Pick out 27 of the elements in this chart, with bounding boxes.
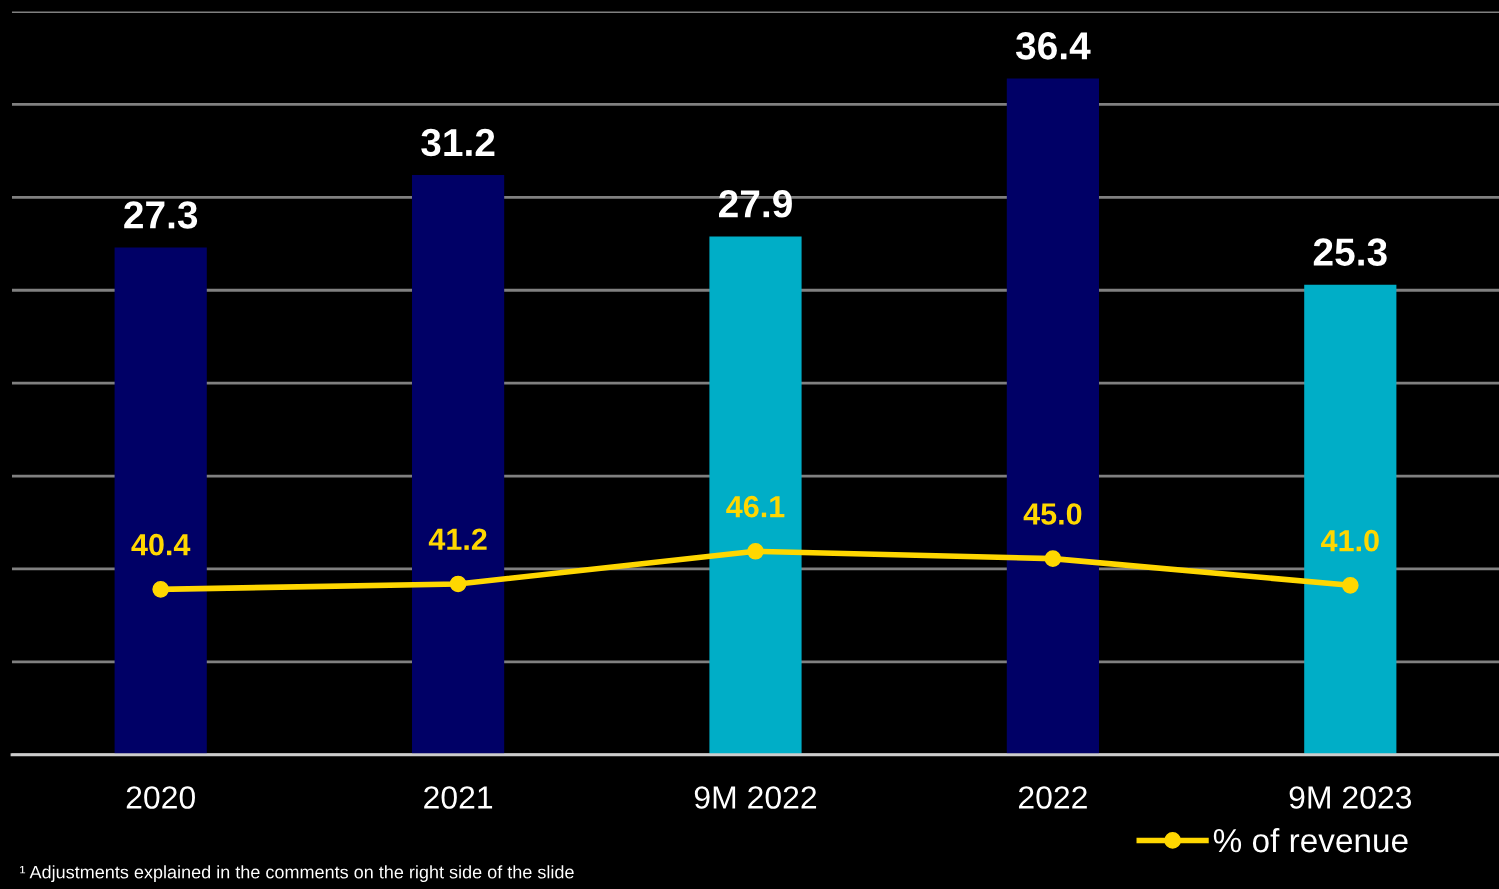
data-label: 46.1 bbox=[726, 495, 785, 518]
bar bbox=[114, 247, 207, 755]
data-label: 40.4 bbox=[131, 533, 191, 556]
bar bbox=[412, 175, 505, 755]
data-label: 36.4 bbox=[1015, 32, 1091, 60]
bar bbox=[1304, 284, 1397, 755]
data-label: 27.9 bbox=[719, 190, 792, 218]
text: ¹ Adjustments explained in the comments on the right side of the slide bbox=[20, 865, 574, 883]
x-tick-label: 2022 bbox=[1018, 786, 1087, 809]
data-label: 45.0 bbox=[1023, 503, 1082, 525]
point bbox=[1341, 576, 1359, 594]
data-label: 25.3 bbox=[1313, 238, 1387, 266]
point bbox=[747, 542, 764, 560]
data-label: 27.3 bbox=[124, 201, 198, 229]
data-label: 31.2 bbox=[421, 128, 495, 157]
point bbox=[152, 580, 170, 598]
x-tick-label: 2020 bbox=[126, 786, 195, 809]
x-tick-label: 9M 2022 bbox=[694, 786, 817, 809]
data-label: 41.0 bbox=[1321, 529, 1379, 552]
x-tick-label: 9M 2023 bbox=[1289, 786, 1412, 809]
point bbox=[449, 575, 467, 593]
point bbox=[1044, 550, 1062, 567]
legend-label: % of revenue bbox=[1213, 827, 1408, 853]
data-label: 41.2 bbox=[428, 528, 487, 550]
x-tick-label: 2021 bbox=[424, 786, 493, 809]
bar bbox=[709, 236, 802, 755]
bar bbox=[1006, 78, 1099, 755]
